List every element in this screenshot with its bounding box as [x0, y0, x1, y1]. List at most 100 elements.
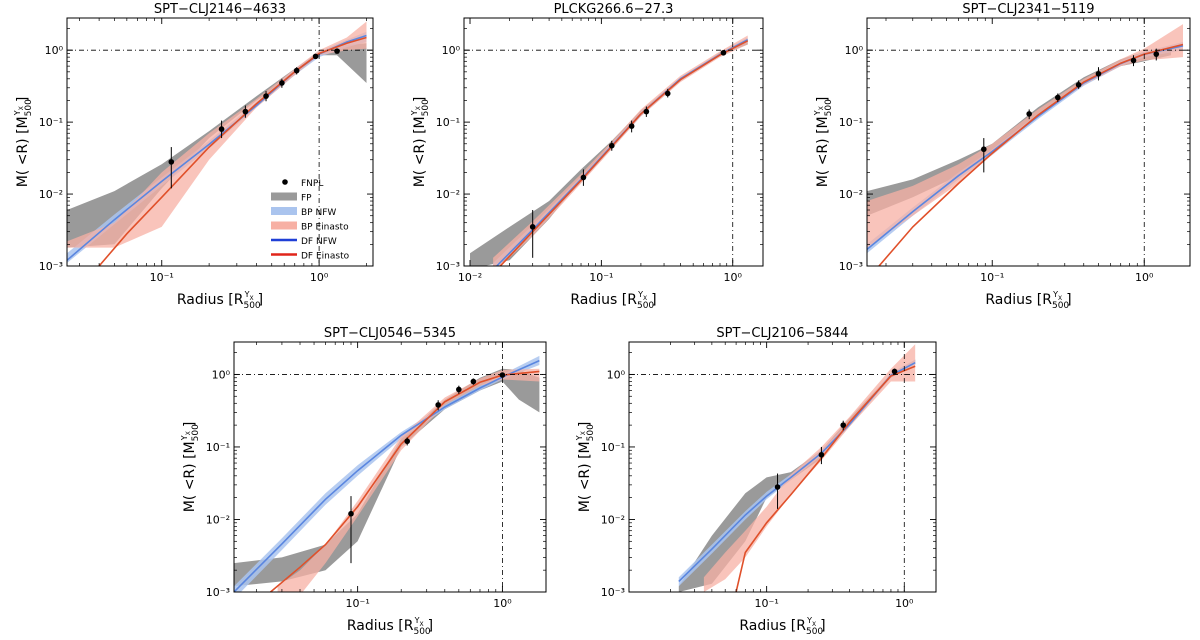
- y-axis-label-unit-sup-sub: X: [185, 431, 192, 435]
- x-tick-label: 10⁻¹: [346, 597, 370, 610]
- bp-einasto-band: [867, 24, 1183, 248]
- x-axis-label-unit-sup-sub: X: [643, 295, 647, 302]
- data-point: [720, 49, 727, 56]
- bp-einasto-band: [277, 368, 540, 592]
- y-axis-label-text: M( <R): [182, 459, 198, 512]
- data-point: [891, 368, 898, 375]
- y-tick-label: 10⁻³: [206, 586, 230, 599]
- y-tick-label: 10⁰: [212, 368, 231, 381]
- y-axis-label-unit-sup: Y: [13, 110, 22, 116]
- y-tick-label: 10⁻³: [601, 586, 625, 599]
- y-axis-label-text: M( <R): [815, 134, 831, 187]
- bp-nfw-band: [867, 42, 1183, 254]
- y-axis-label-unit: [M: [15, 116, 31, 134]
- y-axis-label-unit: [M: [412, 116, 428, 134]
- axes-frame: [866, 17, 1191, 267]
- x-axis-label-unit-sup: Y: [414, 616, 420, 625]
- data-point: [312, 53, 319, 60]
- bp-einasto-band: [67, 21, 367, 248]
- y-tick-label: 10⁻²: [601, 513, 625, 526]
- y-axis-label-close: ]: [15, 97, 31, 102]
- panel-title: SPT−CLJ0546−5345: [324, 326, 456, 341]
- bp-einasto-band: [493, 35, 748, 266]
- legend-label: FP: [301, 194, 312, 204]
- bp-einasto-band: [703, 344, 916, 592]
- x-tick-label: 10⁻¹: [150, 271, 174, 284]
- data-point: [840, 422, 847, 428]
- y-tick-label: 10⁻²: [839, 188, 863, 201]
- x-axis-label-close: ]: [258, 292, 263, 308]
- data-point: [1075, 82, 1082, 88]
- y-axis-label-close: ]: [412, 97, 428, 102]
- df-nfw-line: [867, 45, 1184, 251]
- x-axis-label-unit-sup: Y: [637, 290, 643, 299]
- y-tick-label: 10⁻²: [206, 513, 230, 526]
- y-tick-label: 10⁻³: [39, 260, 63, 273]
- panel-title: SPT−CLJ2341−5119: [962, 2, 1094, 17]
- y-axis-label-unit-sup-sub: X: [580, 431, 587, 435]
- plot-area: [867, 18, 1190, 266]
- panel-2: 10⁻² 10⁻¹ 10⁰10⁻³10⁻²10⁻¹10⁰PLCKG266.6−27.…: [410, 2, 764, 311]
- legend-marker-band: [271, 207, 297, 215]
- df-nfw-line: [234, 359, 540, 592]
- legend-marker-band: [271, 221, 297, 230]
- data-point: [470, 378, 477, 385]
- x-axis-label-unit-sup-sub: X: [812, 621, 816, 628]
- x-axis-label-unit-sup-sub: X: [1058, 295, 1062, 302]
- x-axis-label: Radius [R500 YX]: [347, 616, 433, 637]
- y-axis-label-unit-sup-sub: X: [818, 106, 825, 110]
- x-tick-label: 10⁰: [310, 271, 329, 284]
- y-axis-label-unit: [M: [182, 441, 198, 459]
- data-point: [980, 146, 987, 153]
- legend: FNPL FP BP NFW BP Einasto DF NFW DF Einasto: [271, 179, 350, 262]
- legend-label: DF Einasto: [301, 252, 350, 262]
- data-point: [628, 123, 635, 129]
- x-axis-label-text: Radius: [570, 292, 621, 308]
- x-axis-label: Radius [R500 YX]: [985, 290, 1071, 311]
- x-axis-label-text: Radius: [177, 292, 228, 308]
- data-point: [1055, 94, 1061, 101]
- data-point: [348, 510, 354, 517]
- data-point: [242, 108, 249, 115]
- data-point: [218, 126, 225, 132]
- x-axis-label: Radius [R500 YX]: [570, 290, 656, 311]
- y-axis-label-text: M( <R): [577, 459, 593, 512]
- fp-band: [470, 39, 748, 266]
- data-point: [279, 80, 285, 86]
- x-axis-label-text: Radius: [347, 618, 398, 634]
- x-axis-label-text: Radius: [985, 292, 1036, 308]
- axes-frame: [233, 341, 547, 593]
- x-axis-label: Radius [R500 YX]: [177, 290, 263, 311]
- y-axis-label-unit-sup-sub: X: [415, 106, 422, 110]
- y-axis-label-unit-sub: 500: [421, 99, 431, 116]
- data-point: [774, 484, 781, 490]
- y-axis-label-unit-sub: 500: [586, 424, 596, 441]
- x-axis-label-unit-sub: 500: [413, 627, 430, 637]
- y-tick-label: 10⁻¹: [839, 116, 863, 129]
- y-axis-label-unit-sup: Y: [410, 110, 419, 116]
- data-point: [643, 108, 650, 115]
- y-axis-label-unit: [M: [815, 116, 831, 134]
- x-tick-label: 10⁰: [895, 597, 914, 610]
- y-axis-label-close: ]: [182, 422, 198, 427]
- x-axis-label-unit-sub: 500: [806, 627, 823, 637]
- data-point: [1095, 70, 1102, 77]
- x-axis-label-unit-sup: Y: [244, 290, 250, 299]
- data-point: [456, 386, 462, 393]
- x-axis-label-unit-sup: Y: [806, 616, 812, 625]
- y-tick-label: 10⁻³: [839, 260, 863, 273]
- df-einasto-line: [735, 365, 916, 592]
- y-axis-label: M( <R) [M500YX]: [410, 97, 431, 188]
- data-point: [168, 159, 175, 165]
- y-tick-label: 10⁻¹: [601, 441, 625, 454]
- plot-area: [464, 18, 763, 266]
- panel-1: 10⁻¹ 10⁰ 10⁻³ 10⁻² 10⁻¹ 10⁰ SPT−CLJ2146−4633 Ra…: [13, 2, 374, 311]
- x-axis-label-unit-sup-sub: X: [250, 295, 254, 302]
- y-tick-label: 10⁻¹: [206, 441, 230, 454]
- x-axis-label-unit-sub: 500: [637, 301, 654, 311]
- data-point: [580, 174, 587, 181]
- y-tick-label: 10⁻²: [39, 188, 63, 201]
- y-axis-label-unit-sup: Y: [575, 435, 584, 441]
- x-axis-label-unit-sub: 500: [243, 301, 260, 311]
